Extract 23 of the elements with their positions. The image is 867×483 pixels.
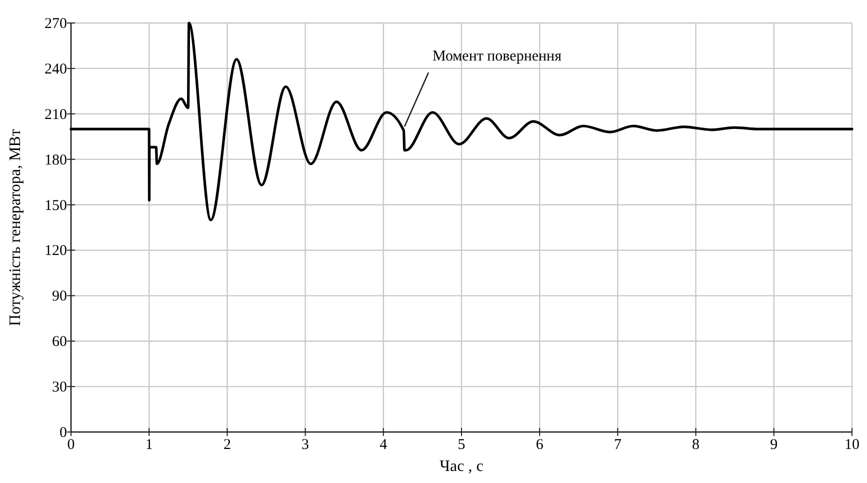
x-tick-label: 5 xyxy=(458,437,466,453)
x-tick-label: 9 xyxy=(770,437,778,453)
y-tick-label: 270 xyxy=(44,16,67,32)
y-tick-label: 60 xyxy=(52,334,67,350)
annotation: Момент повернення xyxy=(432,48,562,65)
y-tick-label: 30 xyxy=(52,380,67,396)
x-tick-label: 8 xyxy=(692,437,700,453)
y-axis-title: Потужність генератора, МВт xyxy=(7,129,24,326)
y-tick-label: 120 xyxy=(44,243,67,260)
y-tick-label: 0 xyxy=(60,425,67,441)
x-tick-label: 4 xyxy=(380,437,388,453)
y-tick-label: 210 xyxy=(44,106,67,123)
x-axis-title: Час , с xyxy=(440,458,484,475)
x-tick-label: 3 xyxy=(302,437,310,453)
y-tick-label: 240 xyxy=(44,61,67,78)
x-tick-label: 10 xyxy=(844,437,860,453)
x-tick-label: 2 xyxy=(223,437,231,453)
x-tick-label: 7 xyxy=(614,437,622,453)
y-tick-label: 150 xyxy=(44,198,67,214)
x-tick-label: 6 xyxy=(536,437,544,453)
y-tick-label: 90 xyxy=(52,288,67,305)
y-tick-label: 180 xyxy=(44,152,67,168)
x-tick-label: 1 xyxy=(145,437,153,453)
